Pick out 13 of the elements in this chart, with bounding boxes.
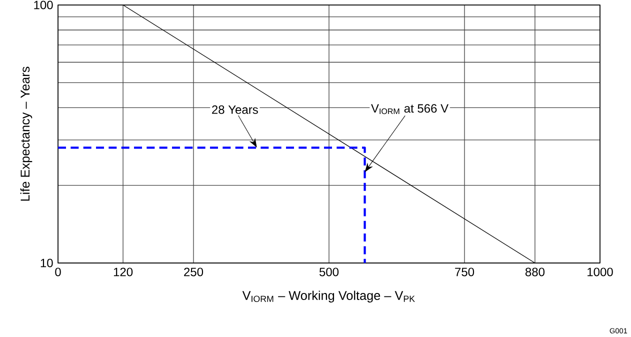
x-tick-label: 0 [55, 268, 61, 276]
x-tick-label: 1000 [588, 268, 613, 276]
annotation: 28 Years [212, 105, 258, 114]
annotation: V$_{IORM}$ at 566 V [371, 104, 448, 114]
y-tick-label: 100 [34, 0, 53, 10]
x-tick-label: 500 [319, 268, 339, 276]
x-tick-label: 880 [525, 268, 545, 276]
y-tick-label: 10 [40, 258, 53, 268]
x-tick-label: 250 [184, 268, 204, 276]
y-axis-title: Life Expectancy – Years [20, 66, 32, 201]
x-axis-title: V$_{IORM}$ – Working Voltage – V$_{PK}$ [242, 290, 415, 303]
x-tick-label: 120 [114, 268, 133, 276]
x-tick-label: 750 [455, 268, 474, 276]
